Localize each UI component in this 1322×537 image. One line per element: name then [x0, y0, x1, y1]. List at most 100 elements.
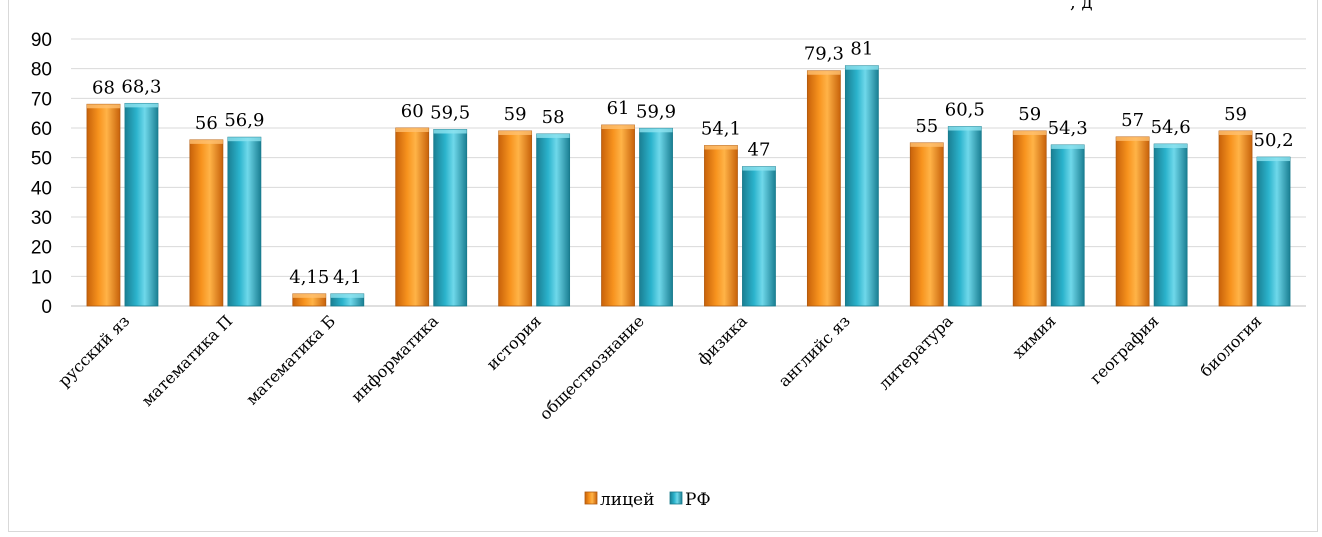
bar-cap	[395, 128, 429, 132]
x-tick-label: история	[483, 311, 545, 373]
data-label: 54,3	[1048, 118, 1088, 139]
bar-lyceum	[909, 142, 944, 307]
bar-rf	[536, 133, 571, 307]
bar-rf	[1256, 156, 1291, 307]
bar-cap	[124, 103, 158, 108]
chart-title-fragment: , д	[1070, 0, 1093, 13]
data-label: 68	[92, 77, 115, 98]
data-label: 59	[1224, 104, 1247, 125]
bar-lyceum	[395, 127, 430, 307]
bar-rf	[124, 102, 159, 307]
bar-rf	[1050, 144, 1085, 307]
bar-lyceum	[498, 130, 533, 307]
data-label: 56	[195, 113, 218, 134]
bar-cap	[1013, 130, 1047, 135]
bar-cap	[536, 133, 570, 138]
data-label: 55	[915, 116, 938, 137]
bar-lyceum	[601, 124, 635, 307]
bar-cap	[433, 129, 467, 134]
bar-cap	[1116, 136, 1150, 141]
x-tick-label: география	[1086, 311, 1162, 387]
bar-lyceum	[704, 145, 738, 307]
bar-cap	[742, 166, 776, 171]
y-tick-label: 40	[31, 178, 52, 199]
x-tick-label: химия	[1009, 311, 1060, 362]
bar-lyceum	[1115, 136, 1150, 307]
data-label: 4,15	[289, 267, 329, 288]
data-label: 59,9	[636, 101, 676, 122]
bar-cap	[1051, 144, 1085, 149]
data-label: 79,3	[804, 44, 844, 65]
x-tick-label: биология	[1196, 311, 1265, 380]
x-tick-label: физика	[693, 311, 751, 369]
bar-cap	[1257, 157, 1291, 162]
bar-cap	[948, 126, 982, 131]
bar-cap	[807, 70, 841, 75]
x-tick-label: русский яз	[54, 311, 133, 390]
data-label: 54,1	[701, 119, 741, 140]
bar-cap	[86, 104, 120, 109]
y-tick-label: 30	[31, 208, 52, 229]
data-label: 60	[401, 101, 424, 122]
y-tick-label: 10	[31, 267, 52, 288]
bar-rf	[227, 136, 262, 307]
data-label: 57	[1121, 110, 1144, 131]
y-tick-label: 50	[31, 149, 52, 170]
bar-cap	[704, 145, 738, 150]
y-tick-label: 90	[31, 30, 52, 51]
bar-rf	[742, 166, 776, 307]
legend-swatch	[669, 491, 683, 505]
bar-cap	[227, 137, 261, 142]
bar-cap	[1154, 144, 1188, 149]
bar-cap	[292, 293, 326, 298]
x-tick-label: информатика	[347, 311, 442, 406]
data-label: 81	[850, 39, 873, 60]
legend: лицей РФ	[584, 490, 711, 510]
data-label: 56,9	[224, 110, 264, 131]
legend-swatch	[584, 491, 598, 505]
x-tick-label: математика Б	[242, 311, 339, 408]
bar-lyceum	[86, 103, 121, 307]
bar-rf	[1153, 143, 1188, 307]
bar-cap	[845, 65, 879, 70]
data-label: 61	[607, 98, 630, 119]
y-tick-label: 0	[41, 297, 52, 318]
bar-rf	[639, 127, 673, 307]
legend-label: РФ	[685, 490, 711, 510]
x-tick-label: литература	[875, 311, 957, 393]
data-labels: 68 68,3 56 56,9 4,15 4,1 60 59,5 59 58 61 59,9 54,1 4…	[92, 39, 1294, 288]
data-label: 47	[748, 140, 771, 161]
data-label: 68,3	[121, 76, 161, 97]
data-label: 59	[504, 104, 527, 125]
bar-cap	[639, 128, 673, 133]
data-label: 59,5	[430, 102, 470, 123]
y-tick-label: 80	[31, 60, 52, 81]
bar-lyceum	[1218, 130, 1253, 307]
bar-cap	[189, 139, 223, 144]
data-label: 58	[542, 107, 565, 128]
bar-rf	[947, 126, 982, 307]
bars	[86, 65, 1291, 307]
data-label: 4,1	[333, 267, 362, 288]
bar-cap	[601, 125, 635, 130]
legend-label: лицей	[600, 490, 654, 510]
bar-cap	[1219, 130, 1253, 135]
bar-lyceum	[1012, 130, 1047, 307]
bar-cap	[910, 142, 944, 147]
x-tick-label: математика П	[138, 311, 237, 410]
bar-rf	[433, 129, 468, 307]
bar-cap	[330, 293, 364, 298]
data-label: 50,2	[1254, 130, 1294, 151]
gridlines	[71, 38, 1306, 307]
bar-cap	[498, 130, 532, 135]
y-tick-label: 70	[31, 89, 52, 110]
bar-lyceum	[189, 139, 224, 307]
data-label: 54,6	[1151, 117, 1191, 138]
data-label: 59	[1018, 104, 1041, 125]
y-tick-label: 60	[31, 119, 52, 140]
y-axis: 0 10 20 30 40 50 60 70 80 90	[31, 30, 52, 318]
bar-rf	[844, 65, 879, 307]
bar-lyceum	[806, 70, 841, 307]
